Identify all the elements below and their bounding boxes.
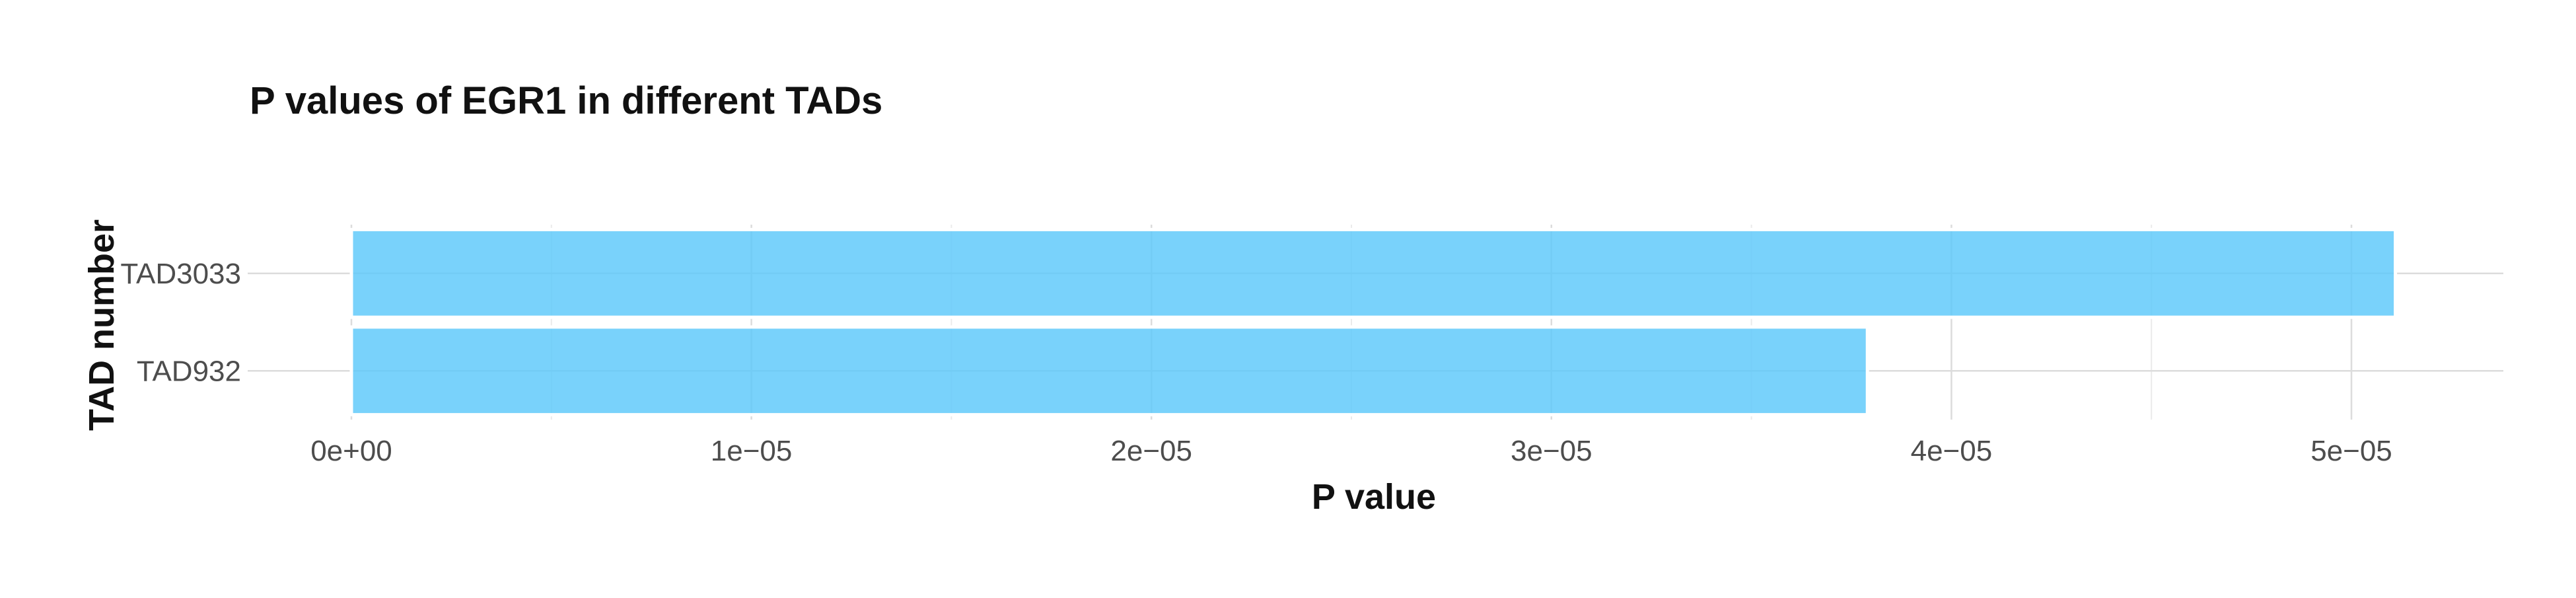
bars	[349, 227, 2398, 417]
x-tick-labels: 0e+00 1e−05 2e−05 3e−05 4e−05 5e−05	[310, 435, 2392, 467]
x-tick-label: 2e−05	[1110, 435, 1192, 467]
bar-tad3033	[349, 227, 2398, 319]
x-tick-label: 5e−05	[2310, 435, 2392, 467]
x-tick-label: 3e−05	[1511, 435, 1592, 467]
x-tick-label: 1e−05	[711, 435, 793, 467]
y-tick-label: TAD3033	[120, 258, 241, 290]
chart-title: P values of EGR1 in different TADs	[250, 79, 882, 122]
x-tick-label: 0e+00	[310, 435, 392, 467]
y-tick-label: TAD932	[137, 355, 241, 387]
y-tick-labels: TAD3033 TAD932	[120, 258, 241, 388]
x-tick-label: 4e−05	[1911, 435, 1993, 467]
bar-tad932	[349, 325, 1869, 417]
x-axis-label: P value	[1312, 477, 1436, 517]
y-axis-label: TAD number	[82, 219, 122, 431]
